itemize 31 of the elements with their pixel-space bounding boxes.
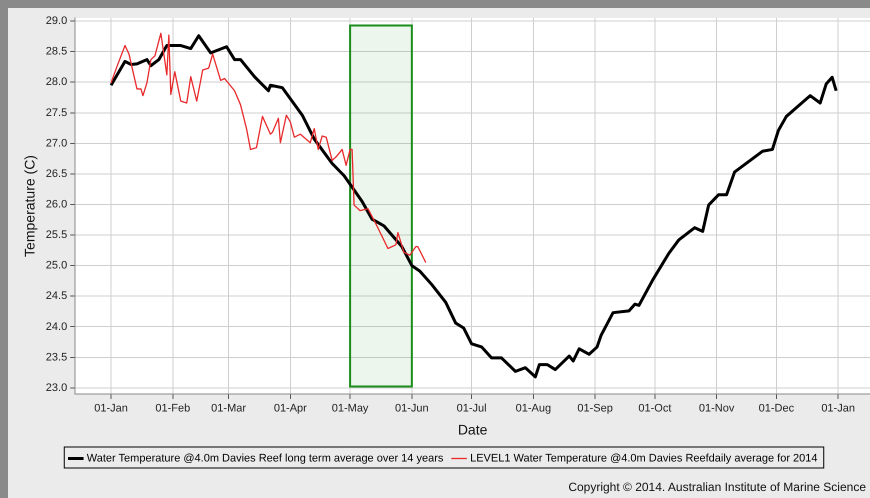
y-tick-label: 24.5 (46, 290, 68, 302)
y-tick-label: 25.0 (46, 260, 68, 272)
x-tick-label: 01-Apr (274, 402, 308, 415)
y-tick-label: 25.5 (46, 229, 68, 242)
y-tick-label: 23.0 (46, 382, 68, 394)
y-tick-label: 29.0 (46, 15, 68, 28)
x-axis-title: Date (458, 421, 488, 438)
x-tick-label: 01-Aug (516, 402, 552, 415)
y-tick-label: 26.5 (46, 168, 68, 180)
y-tick-label: 27.5 (46, 106, 68, 119)
legend-label: LEVEL1 Water Temperature @4.0m Davies Reefdaily average for 2014 (470, 452, 818, 465)
x-tick-label: 01-Oct (638, 402, 672, 415)
x-tick-label: 01-Jun (395, 402, 429, 415)
y-axis-title: Temperature (C) (21, 155, 38, 257)
legend-label: Water Temperature @4.0m Davies Reef long term average over 14 years (86, 452, 444, 465)
x-tick-label: 01-Dec (758, 402, 795, 415)
x-tick-label: 01-Mar (211, 402, 246, 415)
y-tick-label: 28.5 (46, 46, 68, 58)
y-tick-label: 24.0 (46, 320, 68, 333)
x-tick-label: 01-Jul (456, 402, 487, 415)
x-tick-label: 01-Feb (155, 402, 190, 415)
text: Copyright © 2014. Australian Institute of Marine Science (568, 480, 866, 494)
y-tick-label: 26.0 (46, 198, 68, 211)
y-tick-label: 27.0 (46, 137, 68, 150)
x-tick-label: 01-Sep (577, 402, 613, 415)
y-tick-label: 23.5 (46, 351, 68, 364)
x-tick-label: 01-Jan (821, 402, 855, 415)
x-tick-label: 01-May (332, 402, 369, 415)
y-tick-label: 28.0 (46, 76, 68, 88)
x-tick-label: 01-Jan (94, 402, 128, 415)
x-tick-label: 01-Nov (698, 402, 735, 415)
